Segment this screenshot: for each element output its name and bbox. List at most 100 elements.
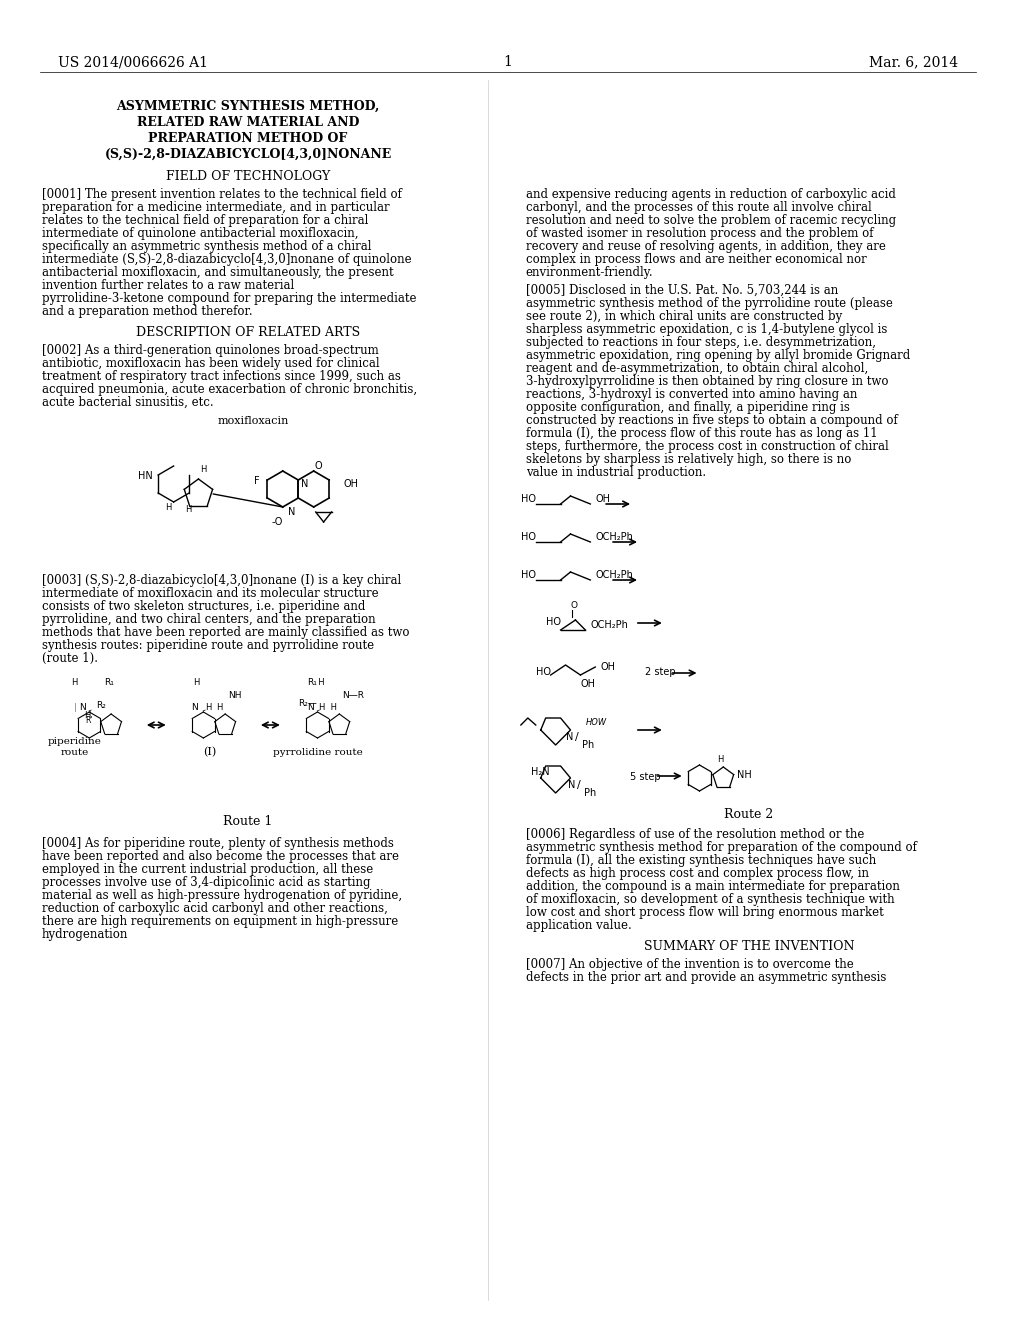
Text: antibacterial moxifloxacin, and simultaneously, the present: antibacterial moxifloxacin, and simultan… — [42, 267, 393, 279]
Text: NH: NH — [228, 690, 242, 700]
Text: steps, furthermore, the process cost in construction of chiral: steps, furthermore, the process cost in … — [526, 440, 889, 453]
Text: asymmetric epoxidation, ring opening by allyl bromide Grignard: asymmetric epoxidation, ring opening by … — [526, 348, 910, 362]
Text: O: O — [314, 461, 323, 471]
Text: low cost and short process flow will bring enormous market: low cost and short process flow will bri… — [526, 906, 884, 919]
Text: defects in the prior art and provide an asymmetric synthesis: defects in the prior art and provide an … — [526, 972, 886, 983]
Text: OH: OH — [343, 479, 358, 488]
Text: F: F — [254, 477, 260, 486]
Text: R₂—: R₂— — [298, 700, 316, 708]
Text: H: H — [201, 465, 207, 474]
Text: antibiotic, moxifloxacin has been widely used for clinical: antibiotic, moxifloxacin has been widely… — [42, 356, 379, 370]
Text: N: N — [565, 733, 572, 742]
Text: synthesis routes: piperidine route and pyrrolidine route: synthesis routes: piperidine route and p… — [42, 639, 374, 652]
Text: OH: OH — [595, 494, 610, 504]
Text: (route 1).: (route 1). — [42, 652, 97, 665]
Text: recovery and reuse of resolving agents, in addition, they are: recovery and reuse of resolving agents, … — [526, 240, 886, 253]
Text: pyrrolidine-3-ketone compound for preparing the intermediate: pyrrolidine-3-ketone compound for prepar… — [42, 292, 416, 305]
Text: [0006] Regardless of use of the resolution method or the: [0006] Regardless of use of the resoluti… — [526, 828, 864, 841]
Text: Route 1: Route 1 — [223, 814, 272, 828]
Text: H: H — [718, 755, 724, 764]
Text: formula (I), all the existing synthesis techniques have such: formula (I), all the existing synthesis … — [526, 854, 877, 867]
Text: constructed by reactions in five steps to obtain a compound of: constructed by reactions in five steps t… — [526, 414, 898, 426]
Text: H: H — [312, 678, 325, 686]
Text: N: N — [191, 704, 199, 711]
Text: Route 2: Route 2 — [724, 808, 774, 821]
Text: HO: HO — [521, 570, 536, 579]
Text: value in industrial production.: value in industrial production. — [526, 466, 706, 479]
Text: asymmetric synthesis method for preparation of the compound of: asymmetric synthesis method for preparat… — [526, 841, 916, 854]
Text: (S,S)-2,8-DIAZABICYCLO[4,3,0]NONANE: (S,S)-2,8-DIAZABICYCLO[4,3,0]NONANE — [104, 148, 391, 161]
Text: SUMMARY OF THE INVENTION: SUMMARY OF THE INVENTION — [644, 940, 854, 953]
Text: intermediate of quinolone antibacterial moxifloxacin,: intermediate of quinolone antibacterial … — [42, 227, 358, 240]
Text: pyrrolidine, and two chiral centers, and the preparation: pyrrolidine, and two chiral centers, and… — [42, 612, 375, 626]
Text: and a preparation method therefor.: and a preparation method therefor. — [42, 305, 252, 318]
Text: skeletons by sharpless is relatively high, so there is no: skeletons by sharpless is relatively hig… — [526, 453, 851, 466]
Text: PREPARATION METHOD OF: PREPARATION METHOD OF — [148, 132, 348, 145]
Text: RELATED RAW MATERIAL AND: RELATED RAW MATERIAL AND — [137, 116, 359, 129]
Text: processes involve use of 3,4-dipicolinic acid as starting: processes involve use of 3,4-dipicolinic… — [42, 876, 370, 888]
Text: there are high requirements on equipment in high-pressure: there are high requirements on equipment… — [42, 915, 398, 928]
Text: H: H — [194, 678, 200, 686]
Text: Mar. 6, 2014: Mar. 6, 2014 — [869, 55, 958, 69]
Text: OCH₂Ph: OCH₂Ph — [595, 532, 633, 543]
Text: N: N — [288, 507, 295, 517]
Text: H: H — [206, 704, 212, 711]
Text: have been reported and also become the processes that are: have been reported and also become the p… — [42, 850, 398, 863]
Text: ASYMMETRIC SYNTHESIS METHOD,: ASYMMETRIC SYNTHESIS METHOD, — [117, 100, 380, 114]
Text: HO: HO — [521, 494, 536, 504]
Text: H: H — [72, 678, 78, 686]
Text: /: / — [578, 780, 582, 789]
Text: N: N — [567, 780, 574, 789]
Text: formula (I), the process flow of this route has as long as 11: formula (I), the process flow of this ro… — [526, 426, 878, 440]
Text: H: H — [84, 711, 91, 719]
Text: OH: OH — [600, 663, 615, 672]
Text: preparation for a medicine intermediate, and in particular: preparation for a medicine intermediate,… — [42, 201, 389, 214]
Text: R₁: R₁ — [307, 678, 317, 686]
Text: of wasted isomer in resolution process and the problem of: of wasted isomer in resolution process a… — [526, 227, 873, 240]
Text: N: N — [301, 479, 308, 488]
Text: HOW: HOW — [586, 718, 606, 727]
Text: intermediate of moxifloxacin and its molecular structure: intermediate of moxifloxacin and its mol… — [42, 587, 378, 601]
Text: [0007] An objective of the invention is to overcome the: [0007] An objective of the invention is … — [526, 958, 854, 972]
Text: complex in process flows and are neither economical nor: complex in process flows and are neither… — [526, 253, 866, 267]
Text: H₂N: H₂N — [530, 767, 550, 777]
Text: sharpless asymmetric epoxidation, c is 1,4-butylene glycol is: sharpless asymmetric epoxidation, c is 1… — [526, 323, 887, 337]
Text: employed in the current industrial production, all these: employed in the current industrial produ… — [42, 863, 373, 876]
Text: application value.: application value. — [526, 919, 632, 932]
Text: 5 step: 5 step — [630, 772, 660, 781]
Text: HN: HN — [138, 471, 154, 480]
Text: 2 step: 2 step — [645, 667, 676, 677]
Text: see route 2), in which chiral units are constructed by: see route 2), in which chiral units are … — [526, 310, 842, 323]
Text: intermediate (S,S)-2,8-diazabicyclo[4,3,0]nonane of quinolone: intermediate (S,S)-2,8-diazabicyclo[4,3,… — [42, 253, 412, 267]
Text: OCH₂Ph: OCH₂Ph — [591, 620, 628, 630]
Text: [0002] As a third-generation quinolones broad-spectrum: [0002] As a third-generation quinolones … — [42, 345, 379, 356]
Text: reagent and de-asymmetrization, to obtain chiral alcohol,: reagent and de-asymmetrization, to obtai… — [526, 362, 868, 375]
Text: R₂: R₂ — [96, 701, 106, 710]
Text: and expensive reducing agents in reduction of carboxylic acid: and expensive reducing agents in reducti… — [526, 187, 896, 201]
Text: [0001] The present invention relates to the technical field of: [0001] The present invention relates to … — [42, 187, 401, 201]
Text: specifically an asymmetric synthesis method of a chiral: specifically an asymmetric synthesis met… — [42, 240, 371, 253]
Text: HO: HO — [521, 532, 536, 543]
Text: N: N — [80, 704, 86, 711]
Text: H  H: H H — [319, 704, 338, 711]
Text: Ph: Ph — [583, 741, 595, 750]
Text: environment-friendly.: environment-friendly. — [526, 267, 653, 279]
Text: opposite configuration, and finally, a piperidine ring is: opposite configuration, and finally, a p… — [526, 401, 850, 414]
Text: [0003] (S,S)-2,8-diazabicyclo[4,3,0]nonane (I) is a key chiral: [0003] (S,S)-2,8-diazabicyclo[4,3,0]nona… — [42, 574, 401, 587]
Text: consists of two skeleton structures, i.e. piperidine and: consists of two skeleton structures, i.e… — [42, 601, 365, 612]
Text: -O: -O — [271, 517, 283, 527]
Text: H: H — [216, 704, 222, 711]
Text: |: | — [75, 704, 77, 711]
Text: relates to the technical field of preparation for a chiral: relates to the technical field of prepar… — [42, 214, 368, 227]
Text: carbonyl, and the processes of this route all involve chiral: carbonyl, and the processes of this rout… — [526, 201, 871, 214]
Text: defects as high process cost and complex process flow, in: defects as high process cost and complex… — [526, 867, 868, 880]
Text: resolution and need to solve the problem of racemic recycling: resolution and need to solve the problem… — [526, 214, 896, 227]
Text: R': R' — [85, 715, 93, 725]
Text: O: O — [570, 601, 578, 610]
Text: R₁: R₁ — [104, 678, 114, 686]
Text: US 2014/0066626 A1: US 2014/0066626 A1 — [57, 55, 208, 69]
Text: N: N — [307, 704, 314, 711]
Text: asymmetric synthesis method of the pyrrolidine route (please: asymmetric synthesis method of the pyrro… — [526, 297, 893, 310]
Text: acquired pneumonia, acute exacerbation of chronic bronchitis,: acquired pneumonia, acute exacerbation o… — [42, 383, 417, 396]
Text: Ph: Ph — [585, 788, 597, 799]
